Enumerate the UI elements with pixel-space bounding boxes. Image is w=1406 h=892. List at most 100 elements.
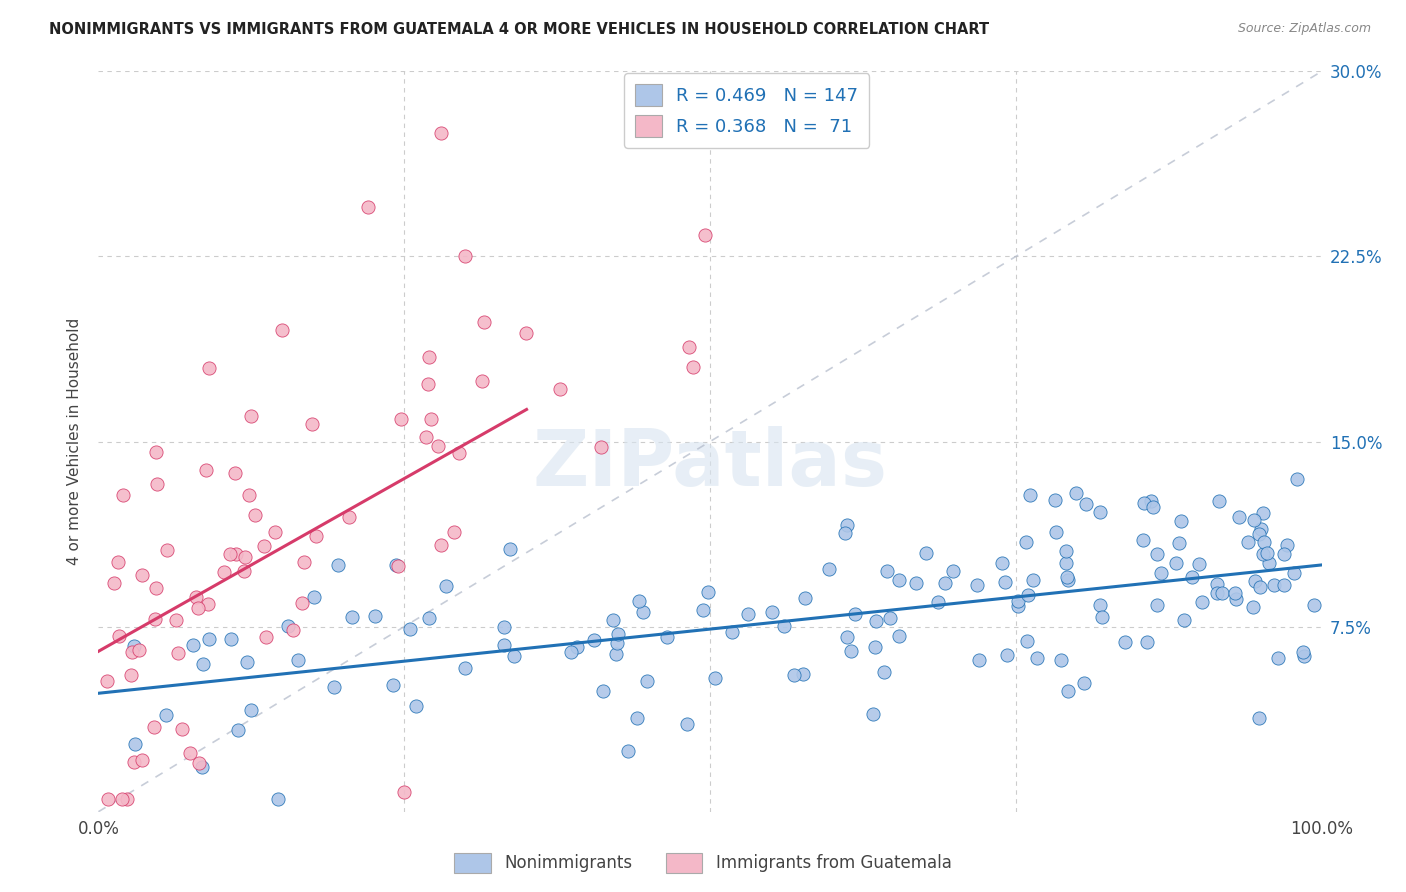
Point [219,632,242,647]
Point [636,674,658,689]
Point [633,605,655,619]
Point [226,723,249,738]
Point [281,624,304,638]
Point [108,629,131,643]
Point [1282,566,1305,580]
Point [1017,589,1039,603]
Point [966,578,988,592]
Point [1056,684,1078,698]
Point [225,547,247,561]
Point [156,543,179,558]
Point [1007,599,1029,613]
Point [233,564,256,578]
Point [887,574,910,588]
Point [233,550,256,565]
Point [224,466,246,480]
Point [107,555,129,569]
Point [692,603,714,617]
Point [146,477,169,491]
Point [195,463,218,477]
Point [773,618,796,632]
Point [1292,645,1315,659]
Point [145,581,167,595]
Point [1133,496,1156,510]
Point [1286,471,1309,485]
Point [583,633,606,648]
Point [1191,595,1213,609]
Point [188,756,211,771]
Point [592,684,614,698]
Point [191,657,214,672]
Point [1206,577,1229,591]
Point [328,558,350,573]
Point [1015,634,1038,648]
Point [434,579,457,593]
Point [454,250,477,264]
Point [430,126,453,140]
Point [239,703,262,717]
Point [499,541,522,556]
Point [1173,613,1195,627]
Point [1088,506,1111,520]
Point [1258,556,1281,570]
Point [1114,634,1136,648]
Point [131,568,153,582]
Point [197,597,219,611]
Point [1164,556,1187,570]
Point [128,642,150,657]
Point [1272,578,1295,592]
Point [515,326,537,340]
Point [301,417,323,431]
Point [179,746,201,760]
Point [934,576,956,591]
Point [418,350,440,364]
Point [155,708,177,723]
Point [471,374,494,388]
Point [605,647,627,661]
Point [1043,492,1066,507]
Point [415,430,437,444]
Point [494,620,516,634]
Point [387,559,409,574]
Point [356,200,378,214]
Point [1146,547,1168,561]
Point [627,594,650,608]
Point [253,540,276,554]
Point [111,792,134,806]
Point [97,792,120,806]
Point [304,529,326,543]
Point [693,228,716,243]
Point [994,574,1017,589]
Point [565,640,588,655]
Point [120,668,142,682]
Point [181,638,204,652]
Point [1056,574,1078,588]
Point [720,624,742,639]
Point [430,538,453,552]
Point [1244,574,1267,588]
Point [420,412,443,426]
Point [270,324,294,338]
Point [1256,546,1278,560]
Point [1206,586,1229,600]
Point [1018,488,1040,502]
Point [165,613,187,627]
Point [1007,594,1029,608]
Point [443,525,465,540]
Point [1140,494,1163,508]
Point [602,613,624,627]
Y-axis label: 4 or more Vehicles in Household: 4 or more Vehicles in Household [67,318,83,566]
Point [862,706,884,721]
Point [254,630,277,644]
Point [494,639,516,653]
Point [844,607,866,621]
Point [942,565,965,579]
Point [761,605,783,619]
Point [1237,535,1260,549]
Point [1170,514,1192,528]
Point [696,585,718,599]
Point [1073,676,1095,690]
Point [122,755,145,769]
Point [793,591,815,605]
Point [876,565,898,579]
